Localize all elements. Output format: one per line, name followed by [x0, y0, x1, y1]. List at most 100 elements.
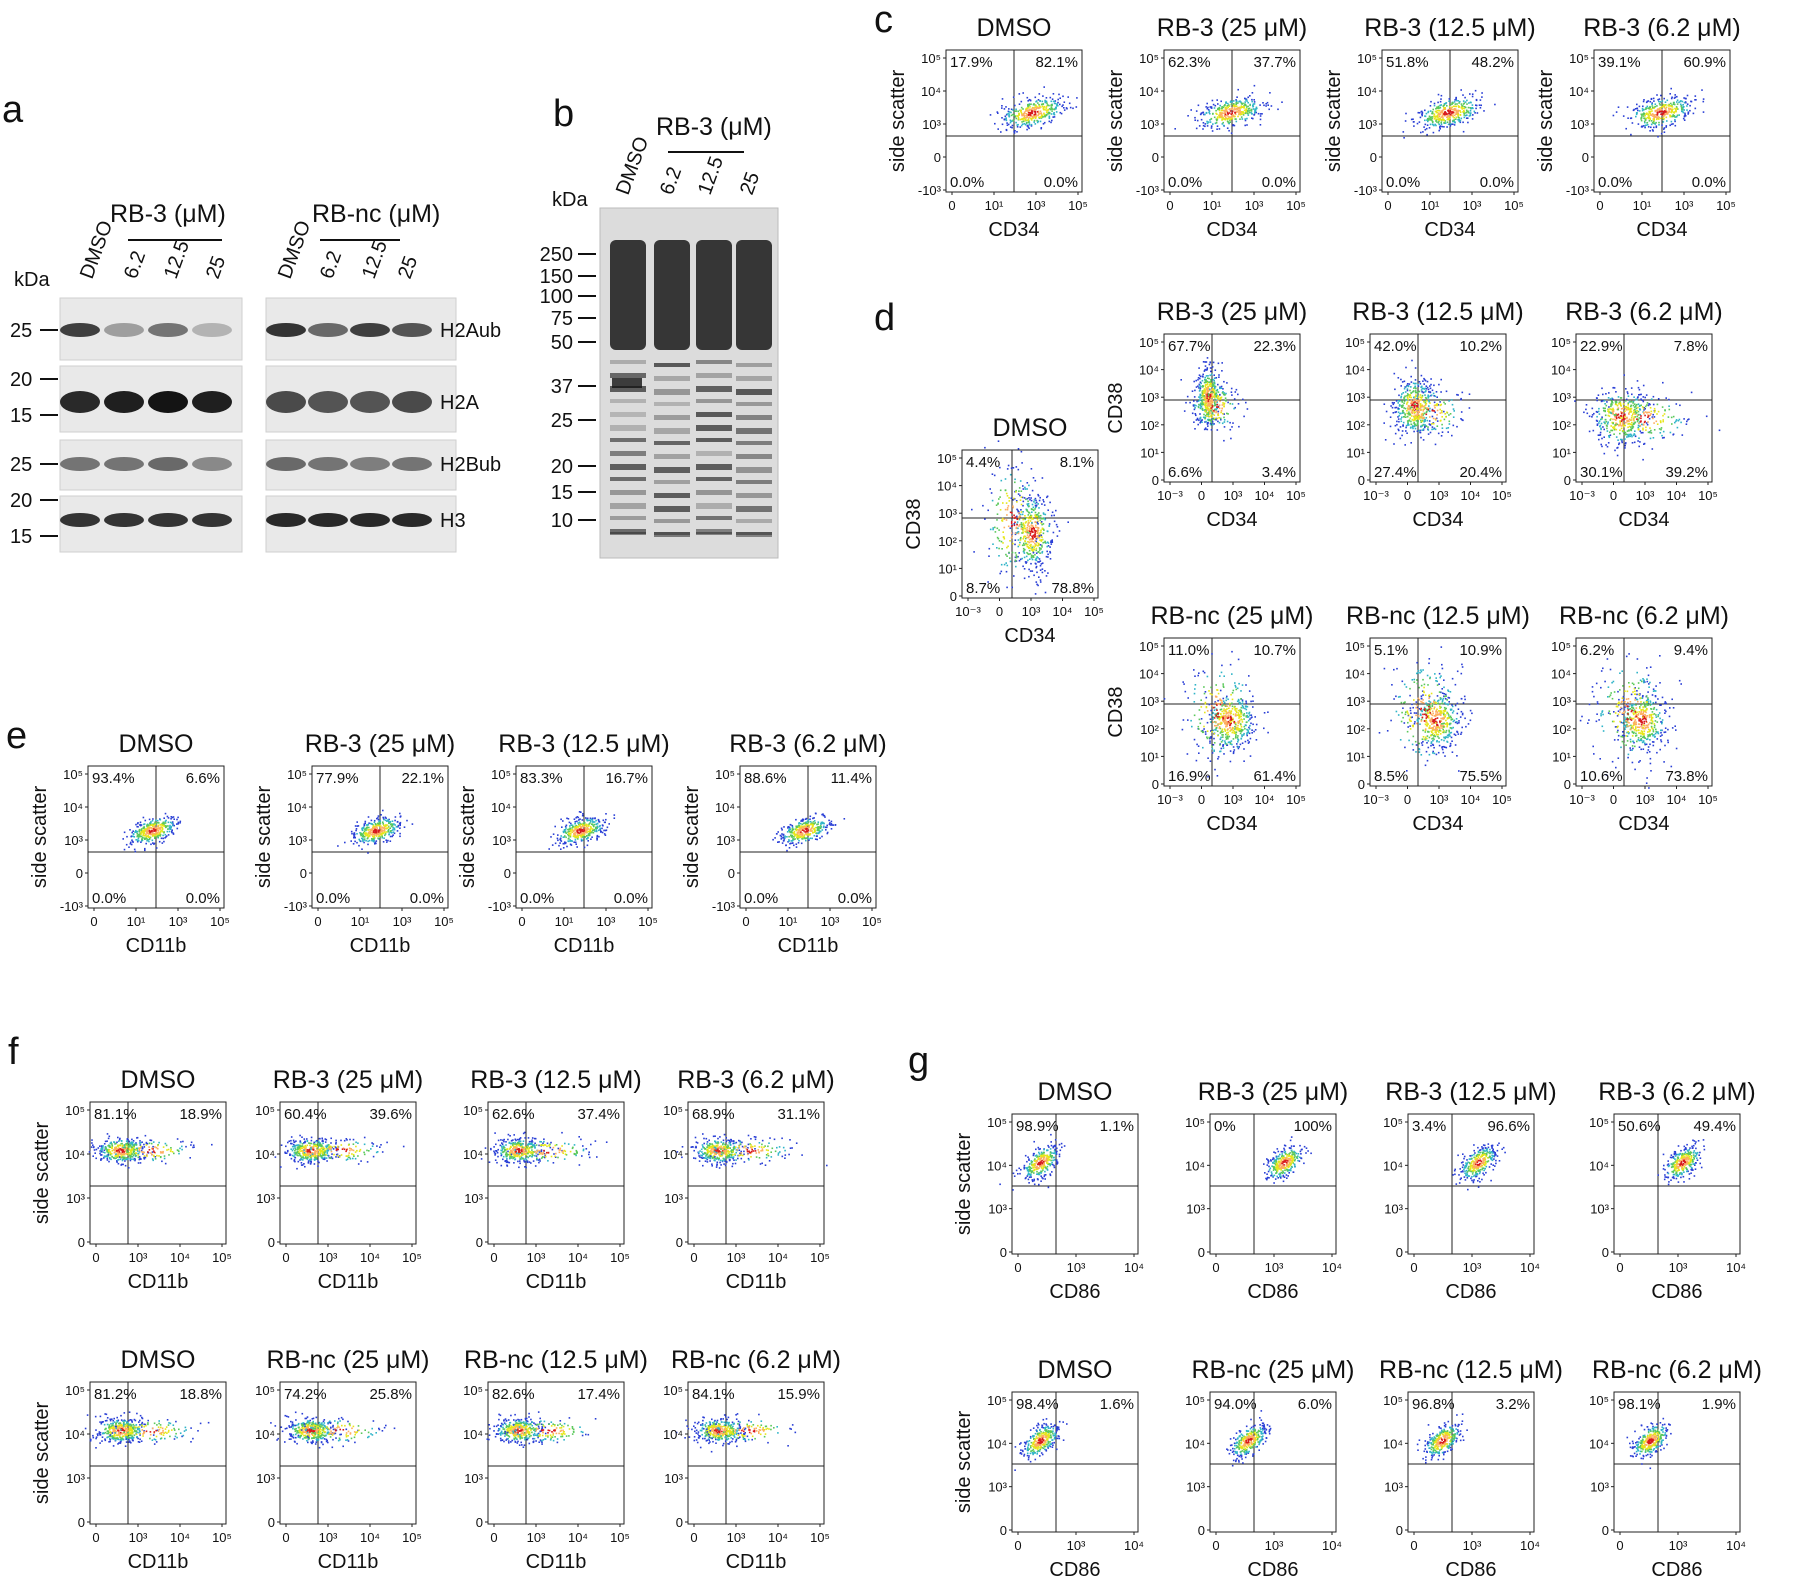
event-dot — [1719, 430, 1721, 432]
event-dot — [1423, 421, 1425, 423]
x-tick-label: 0 — [1166, 198, 1173, 213]
panel-a-blots: RB-3 (μM) RB-nc (μM)kDa DMSO 6.2 12.5 25 DMSO 6… — [10, 200, 501, 552]
event-dot — [1407, 726, 1409, 728]
gel-band — [654, 454, 690, 459]
event-dot — [1654, 410, 1656, 412]
event-dot — [1223, 440, 1225, 442]
event-dot — [1247, 106, 1249, 108]
event-dot — [1659, 111, 1661, 113]
panel-letter-a: a — [2, 89, 24, 131]
gel-band — [654, 506, 690, 512]
event-dot — [1653, 396, 1655, 398]
event-dot — [1050, 541, 1052, 543]
event-dot — [1461, 118, 1463, 120]
event-dot — [1621, 413, 1623, 415]
event-dot — [1604, 453, 1606, 455]
event-dot — [1233, 109, 1235, 111]
event-dot — [1463, 114, 1465, 116]
event-dot — [1243, 416, 1245, 418]
event-dot — [1022, 566, 1024, 568]
event-dot — [1415, 405, 1417, 407]
event-dot — [1220, 732, 1222, 734]
event-dot — [1027, 125, 1029, 127]
event-dot — [1655, 116, 1657, 118]
event-dot — [1030, 103, 1032, 105]
event-dot — [1640, 415, 1642, 417]
event-dot — [1645, 427, 1647, 429]
event-dot — [1385, 439, 1387, 441]
event-dot — [1417, 384, 1419, 386]
event-dot — [1213, 410, 1215, 412]
event-dot — [1431, 423, 1433, 425]
event-dot — [1229, 703, 1231, 705]
event-dot — [1467, 122, 1469, 124]
event-dot — [1480, 107, 1482, 109]
event-dot — [1399, 400, 1401, 402]
y-axis-label: CD38 — [903, 498, 925, 549]
event-dot — [1019, 93, 1021, 95]
event-dot — [1450, 125, 1452, 127]
y-tick-label: 0 — [1582, 150, 1589, 165]
event-dot — [1032, 518, 1034, 520]
event-dot — [1023, 501, 1025, 503]
event-dot — [1424, 413, 1426, 415]
event-dot — [1221, 387, 1223, 389]
event-dot — [1032, 490, 1034, 492]
x-tick-label: 0 — [1384, 198, 1391, 213]
event-dot — [1192, 413, 1194, 415]
event-dot — [1237, 688, 1239, 690]
event-dot — [1220, 713, 1222, 715]
event-dot — [1028, 532, 1030, 534]
event-dot — [1010, 474, 1012, 476]
event-dot — [1208, 378, 1210, 380]
event-dot — [1656, 94, 1658, 96]
event-dot — [1221, 113, 1223, 115]
event-dot — [1040, 113, 1042, 115]
event-dot — [1414, 417, 1416, 419]
event-dot — [1023, 538, 1025, 540]
event-dot — [1633, 396, 1635, 398]
event-dot — [1660, 101, 1662, 103]
gel-band — [696, 399, 732, 403]
event-dot — [1670, 103, 1672, 105]
event-dot — [1216, 716, 1218, 718]
event-dot — [1032, 547, 1034, 549]
x-tick-label: 10³ — [1675, 198, 1694, 213]
smear — [736, 240, 772, 350]
event-dot — [1615, 414, 1617, 416]
event-dot — [1034, 499, 1036, 501]
event-dot — [1016, 501, 1018, 503]
event-dot — [1652, 414, 1654, 416]
event-dot — [1651, 411, 1653, 413]
event-dot — [1223, 686, 1225, 688]
event-dot — [1611, 413, 1613, 415]
event-dot — [1049, 502, 1051, 504]
event-dot — [1628, 434, 1630, 436]
event-dot — [1027, 525, 1029, 527]
event-dot — [998, 529, 1000, 531]
event-dot — [1412, 118, 1414, 120]
event-dot — [1212, 130, 1214, 132]
event-dot — [1024, 549, 1026, 551]
event-dot — [1440, 122, 1442, 124]
event-dot — [1420, 132, 1422, 134]
lane-label: DMSO — [274, 218, 315, 282]
event-dot — [1030, 553, 1032, 555]
event-dot — [1632, 442, 1634, 444]
event-dot — [1658, 124, 1660, 126]
event-dot — [1221, 408, 1223, 410]
event-dot — [1455, 113, 1457, 115]
event-dot — [1411, 360, 1413, 362]
event-dot — [1222, 110, 1224, 112]
event-dot — [1429, 423, 1431, 425]
event-dot — [1639, 106, 1641, 108]
event-dot — [1604, 422, 1606, 424]
event-dot — [1657, 404, 1659, 406]
event-dot — [1624, 406, 1626, 408]
event-dot — [1225, 397, 1227, 399]
event-dot — [1184, 410, 1186, 412]
blot-band — [148, 323, 188, 337]
blot-band — [60, 457, 100, 471]
event-dot — [1221, 108, 1223, 110]
event-dot — [1643, 385, 1645, 387]
